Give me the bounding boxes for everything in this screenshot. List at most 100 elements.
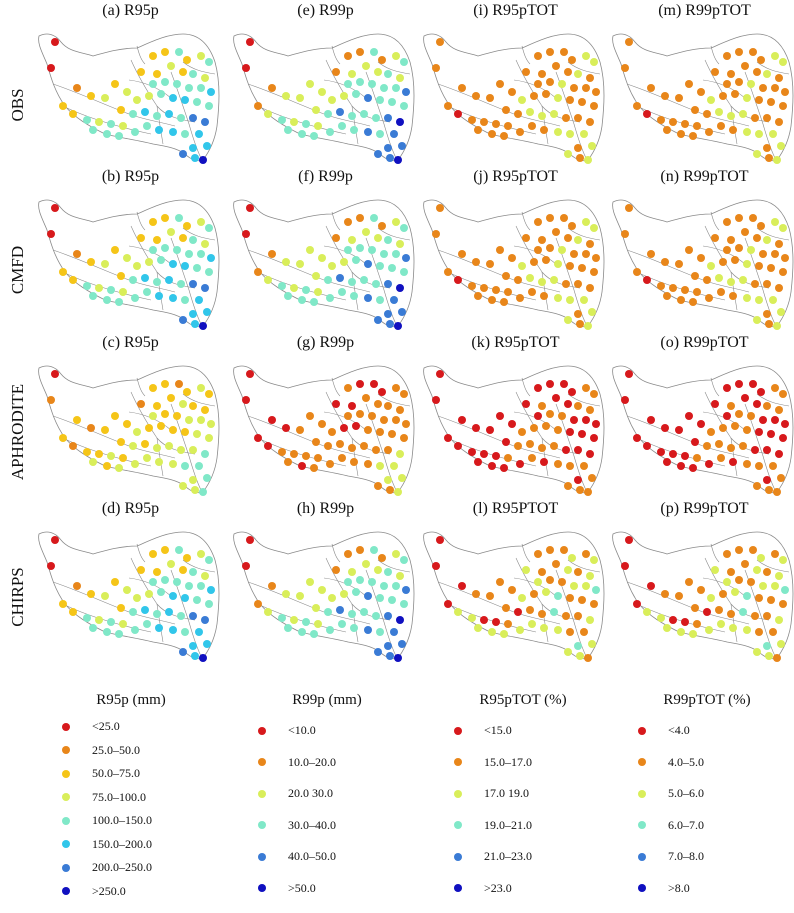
map-svg (612, 33, 794, 164)
legend-swatch (454, 884, 462, 893)
map-panel: (b) R95p (33, 168, 228, 333)
legend-label: 75.0–100.0 (92, 789, 146, 804)
station-point (141, 606, 149, 614)
station-point (444, 268, 452, 276)
legend-label: 40.0–50.0 (288, 849, 336, 864)
legend-label: 19.0–21.0 (484, 817, 532, 832)
station-point (576, 652, 584, 660)
station-point (570, 84, 578, 92)
station-point (402, 586, 410, 594)
plateau-outline (612, 199, 794, 328)
station-point (771, 550, 779, 558)
station-point (193, 596, 201, 604)
station-point (356, 546, 364, 554)
station-point (741, 560, 749, 568)
station-point (153, 444, 161, 452)
station-point (115, 132, 123, 140)
map-svg (612, 365, 794, 496)
legend-title: R95p (mm) (96, 692, 166, 708)
station-point (534, 384, 542, 392)
station-point (191, 154, 199, 162)
station-point (326, 294, 334, 302)
station-point (374, 400, 382, 408)
station-point (398, 308, 406, 316)
station-point (582, 250, 590, 258)
station-point (392, 52, 400, 60)
station-point (153, 112, 161, 120)
station-point (123, 420, 131, 428)
station-point (189, 446, 197, 454)
station-point (472, 258, 480, 266)
station-point (554, 94, 562, 102)
station-point (584, 488, 592, 496)
station-point (773, 156, 781, 164)
station-point (95, 450, 103, 458)
station-point (378, 222, 386, 230)
station-point (197, 84, 205, 92)
station-point (129, 276, 137, 284)
plateau-outline (233, 199, 415, 328)
station-point (326, 128, 334, 136)
station-point (584, 156, 592, 164)
station-point (685, 80, 693, 88)
station-point (633, 102, 641, 110)
station-point (528, 288, 536, 296)
station-point (183, 388, 191, 396)
station-point (400, 434, 408, 442)
map-panel: (h) R99p (228, 500, 423, 665)
station-point (586, 240, 594, 248)
station-point (514, 608, 522, 616)
station-point (763, 70, 771, 78)
station-point (574, 70, 582, 78)
station-point (546, 78, 554, 86)
station-point (508, 88, 516, 96)
basin-boundary (567, 559, 601, 573)
map-panel: (f) R99p (228, 168, 423, 333)
station-point (207, 420, 215, 428)
station-point (657, 116, 665, 124)
station-point (177, 446, 185, 454)
station-point (500, 298, 508, 306)
station-point (753, 234, 761, 242)
station-point (143, 288, 151, 296)
station-point (749, 214, 757, 222)
station-point (179, 234, 187, 242)
legend-item: 7.0–8.0 (612, 841, 794, 873)
station-point (693, 122, 701, 130)
station-point (103, 296, 111, 304)
station-point (586, 118, 594, 126)
station-point (633, 600, 641, 608)
station-point (765, 652, 773, 660)
station-point (175, 48, 183, 56)
station-point (290, 118, 298, 126)
legend-label: 10.0–20.0 (288, 754, 336, 769)
station-point (546, 576, 554, 584)
station-point (51, 536, 59, 544)
station-point (480, 118, 488, 126)
station-point (161, 244, 169, 252)
plateau-outline (38, 33, 220, 162)
station-point (149, 218, 157, 226)
station-point (534, 550, 542, 558)
station-point (312, 272, 320, 280)
station-point (332, 566, 340, 574)
legend-label: >23.0 (484, 880, 512, 895)
legend-items: <10.0 10.0–20.0 20.0 30.0 30.0–40.0 40.0–50.… (232, 715, 422, 904)
station-point (356, 244, 364, 252)
station-point (73, 250, 81, 258)
legend-item: <25.0 (36, 715, 226, 739)
station-point (516, 128, 524, 136)
station-point (769, 628, 777, 636)
station-point (592, 88, 600, 96)
station-point (554, 128, 562, 136)
station-point (518, 262, 526, 270)
station-point (95, 616, 103, 624)
station-point (306, 80, 314, 88)
station-point (574, 642, 582, 650)
station-point (681, 618, 689, 626)
station-point (400, 390, 408, 398)
station-point (298, 628, 306, 636)
station-point (468, 448, 476, 456)
station-point (312, 106, 320, 114)
station-point (197, 550, 205, 558)
